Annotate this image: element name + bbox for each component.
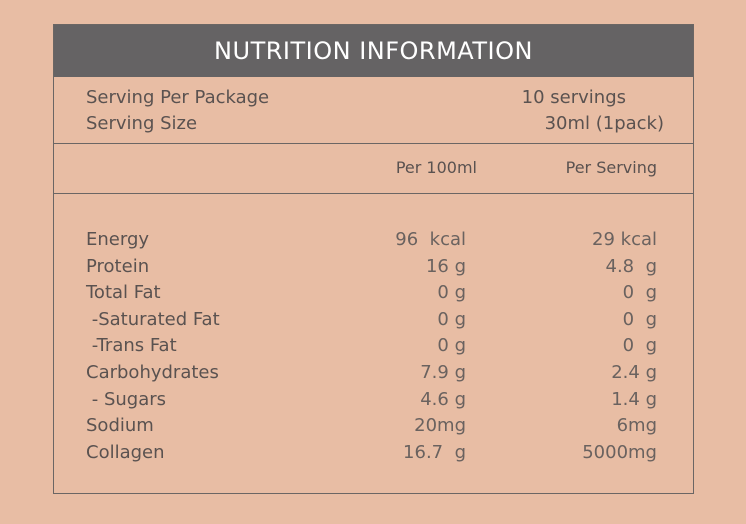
nutrient-row: Protein 16 g 4.8 g (54, 253, 693, 280)
panel-title-text: NUTRITION INFORMATION (214, 37, 533, 65)
nutrient-per-serving: 2.4 g (611, 362, 657, 383)
nutrient-row: -Trans Fat 0 g 0 g (54, 332, 693, 359)
nutrient-per-serving: 0 g (622, 282, 657, 304)
nutrient-per-100ml: 4.6 g (420, 388, 466, 410)
nutrient-name: Sodium (86, 415, 154, 437)
nutrient-name: Protein (86, 255, 150, 277)
nutrient-row: Energy 96 kcal 29 kcal (54, 226, 693, 253)
serving-per-package-value: 10 servings (521, 87, 626, 108)
nutrient-per-serving: 5000mg (582, 441, 657, 463)
nutrient-per-100ml: 20mg (414, 415, 466, 437)
nutrient-per-100ml: 0 g (437, 335, 466, 357)
nutrient-per-serving: 6mg (616, 415, 657, 437)
nutrient-per-100ml: 0 g (437, 282, 466, 304)
nutrient-row: Collagen 16.7 g 5000mg (54, 439, 693, 466)
column-header-per-serving: Per Serving (565, 158, 657, 177)
serving-per-package-label: Serving Per Package (86, 87, 270, 108)
serving-size-label: Serving Size (86, 113, 198, 134)
column-header-per-100ml: Per 100ml (395, 158, 477, 177)
nutrition-panel: NUTRITION INFORMATION Serving Per Packag… (53, 24, 694, 494)
nutrient-name: - Sugars (86, 388, 167, 410)
nutrient-per-100ml: 0 g (437, 308, 466, 330)
nutrient-per-100ml: 16.7 g (403, 441, 466, 463)
nutrient-per-serving: 0 g (622, 308, 657, 330)
nutrient-per-100ml: 96 kcal (395, 229, 466, 250)
nutrient-name: Carbohydrates (86, 362, 219, 383)
nutrient-per-serving: 0 g (622, 335, 657, 357)
nutrient-per-serving: 1.4 g (611, 388, 657, 410)
divider-top (54, 143, 693, 144)
nutrient-row: Total Fat 0 g 0 g (54, 279, 693, 306)
nutrient-row: -Saturated Fat 0 g 0 g (54, 306, 693, 333)
nutrient-name: -Trans Fat (86, 335, 177, 357)
nutrient-name: Energy (86, 229, 150, 250)
nutrient-row: Sodium 20mg 6mg (54, 412, 693, 439)
nutrient-per-serving: 29 kcal (592, 229, 657, 250)
serving-size-value: 30ml (1pack) (544, 113, 664, 134)
divider-bottom (54, 193, 693, 194)
nutrient-per-100ml: 16 g (425, 255, 466, 277)
panel-title: NUTRITION INFORMATION (54, 25, 693, 77)
nutrient-row: - Sugars 4.6 g 1.4 g (54, 386, 693, 413)
nutrient-name: Collagen (86, 441, 165, 463)
nutrient-name: -Saturated Fat (86, 308, 220, 330)
nutrient-per-100ml: 7.9 g (420, 362, 466, 383)
nutrient-name: Total Fat (86, 282, 161, 304)
nutrient-row: Carbohydrates 7.9 g 2.4 g (54, 359, 693, 386)
nutrient-per-serving: 4.8 g (605, 255, 658, 277)
